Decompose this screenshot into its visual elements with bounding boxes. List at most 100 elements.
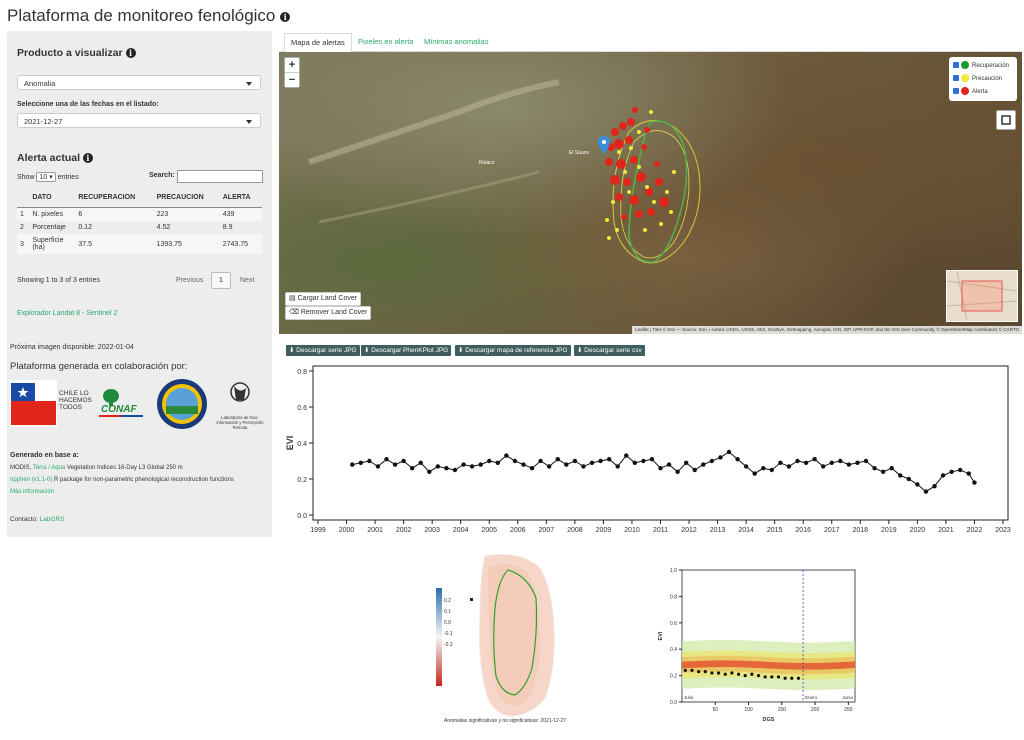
evi-data-point bbox=[872, 466, 877, 471]
observation-point bbox=[750, 672, 754, 676]
alert-heading-text: Alerta actual bbox=[17, 152, 81, 164]
legend-item-precaucion[interactable]: Precaución bbox=[953, 74, 1002, 84]
place-label: Rulaco bbox=[479, 160, 495, 166]
explorer-link[interactable]: Explorador Landat 8 - Sentinel 2 bbox=[17, 310, 118, 317]
product-select[interactable]: Anomalia bbox=[17, 75, 261, 90]
search-input[interactable] bbox=[177, 170, 263, 183]
chile-logo-text: CHILE LO HACEMOS TODOS bbox=[59, 390, 92, 411]
x-axis-label: DGS bbox=[763, 717, 775, 723]
table-header[interactable]: DATO bbox=[29, 187, 76, 208]
evi-data-point bbox=[812, 457, 817, 462]
npphen-link[interactable]: npphen (v1.1-0) bbox=[10, 477, 53, 483]
evi-data-point bbox=[358, 460, 364, 465]
checkbox-checked-icon[interactable] bbox=[953, 88, 959, 95]
observation-point bbox=[790, 676, 794, 680]
show-entries: Show 10 ▾ entries bbox=[17, 172, 79, 182]
evi-data-point bbox=[675, 469, 680, 474]
evi-data-point bbox=[889, 466, 894, 471]
colorbar-tick: 0.0 bbox=[444, 620, 451, 626]
map-legend: Recuperación Precaución Alerta bbox=[949, 57, 1017, 101]
y-axis-label: EVI bbox=[658, 631, 664, 640]
product-heading-text: Producto a visualizar bbox=[17, 47, 123, 59]
y-tick-label: 0.0 bbox=[297, 513, 307, 520]
remove-land-cover-label: Remover Land Cover bbox=[300, 309, 368, 316]
evi-data-point bbox=[726, 449, 732, 455]
previous-button[interactable]: Previous bbox=[176, 277, 204, 284]
alert-map[interactable]: El Sauce Rulaco + − Recuperación Precauc… bbox=[279, 52, 1022, 334]
download-icon: ⬇ bbox=[289, 347, 295, 354]
y-tick-label: 0.6 bbox=[297, 405, 307, 412]
anomaly-map: 0.2 0.1 0.0 -0.1 -0.2 Anomalias signific… bbox=[430, 548, 580, 726]
next-button[interactable]: Next bbox=[240, 277, 255, 284]
collab-heading: Plataforma generada en colaboración por: bbox=[10, 361, 188, 372]
contact-line: Contacto: LabGRS bbox=[10, 516, 65, 523]
info-icon[interactable]: i bbox=[280, 11, 291, 22]
npphen-suffix: R package for non-parametric phenologica… bbox=[52, 477, 234, 483]
download-label: Descargar PhenKPlot JPG bbox=[371, 347, 449, 354]
tab-pixeles-en-alerta[interactable]: Pixeles en alerta bbox=[358, 37, 414, 46]
evi-timeseries-chart: 0.0 0.2 0.4 0.6 0.8 1999 2000 2001 2002 2003 2004 2… bbox=[285, 365, 1011, 533]
evi-data-point bbox=[966, 471, 971, 476]
tab-minimas-anomalias[interactable]: Mínimas anomalias bbox=[424, 37, 489, 46]
checkbox-checked-icon[interactable] bbox=[953, 62, 959, 69]
observation-point bbox=[756, 674, 761, 678]
fullscreen-button[interactable] bbox=[996, 110, 1016, 130]
table-cell: Superficie (ha) bbox=[29, 234, 76, 254]
contact-label: Contacto: bbox=[10, 516, 40, 523]
modis-link[interactable]: Terra / Aqua bbox=[32, 465, 66, 471]
evi-data-point bbox=[529, 466, 535, 471]
table-row: 1 N. pixeles 6 223 439 bbox=[17, 207, 262, 221]
map-pin-icon[interactable] bbox=[598, 136, 610, 154]
evi-data-point bbox=[546, 464, 552, 469]
evi-data-point bbox=[709, 458, 715, 464]
download-serie-jpg-button[interactable]: ⬇ Descargar serie JPG bbox=[286, 345, 360, 356]
evi-data-point bbox=[701, 462, 706, 467]
table-header[interactable] bbox=[17, 187, 30, 208]
tab-mapa-de-alertas[interactable]: Mapa de alertas bbox=[284, 33, 352, 52]
evi-data-point bbox=[478, 462, 483, 467]
x-tick-label: 2010 bbox=[624, 527, 640, 533]
date-select-value: 2021-12-27 bbox=[24, 117, 63, 126]
zoom-out-button[interactable]: − bbox=[288, 74, 296, 86]
remove-land-cover-button[interactable]: ⌫ Remover Land Cover bbox=[285, 306, 372, 320]
checkbox-checked-icon[interactable] bbox=[953, 75, 959, 82]
evi-data-point bbox=[972, 480, 977, 485]
x-tick-label: 2016 bbox=[795, 527, 811, 533]
entries-select[interactable]: 10 ▾ bbox=[36, 172, 56, 182]
evi-data-point bbox=[803, 460, 809, 465]
contact-link[interactable]: LabGRS bbox=[39, 516, 65, 523]
zoom-in-button[interactable]: + bbox=[285, 58, 299, 73]
table-header[interactable]: RECUPERACION bbox=[75, 187, 154, 208]
observation-point bbox=[710, 671, 714, 675]
date-select[interactable]: 2021-12-27 bbox=[17, 113, 261, 128]
table-header[interactable]: PRECAUCION bbox=[153, 187, 220, 208]
page-button[interactable]: 1 bbox=[211, 272, 231, 289]
download-csv-button[interactable]: ⬇ Descargar serie csv bbox=[574, 345, 645, 356]
minimap[interactable] bbox=[946, 270, 1018, 322]
x-tick-label: 2021 bbox=[938, 527, 954, 533]
y-tick-label: 0.4 bbox=[670, 647, 677, 653]
table-header[interactable]: ALERTA bbox=[219, 187, 262, 208]
download-phenkplot-button[interactable]: ⬇ Descargar PhenKPlot JPG bbox=[361, 345, 452, 356]
evi-data-point bbox=[581, 464, 586, 469]
legend-label: Alerta bbox=[972, 89, 988, 95]
evi-data-point bbox=[820, 464, 826, 469]
download-mapa-button[interactable]: ⬇ Descargar mapa de referencia JPG bbox=[455, 345, 571, 356]
university-seal-graphic bbox=[157, 379, 207, 429]
caution-points bbox=[605, 110, 676, 240]
lab-logo: Laboratorio de Geo-información y Percepc… bbox=[216, 380, 264, 430]
evi-data-point bbox=[512, 458, 518, 464]
table-cell: Porcentaje bbox=[29, 221, 76, 234]
info-icon[interactable]: i bbox=[125, 48, 136, 59]
colorbar-ticks: 0.2 0.1 0.0 -0.1 -0.2 bbox=[444, 596, 453, 651]
chevron-down-icon bbox=[246, 82, 252, 86]
legend-item-alerta[interactable]: Alerta bbox=[953, 87, 988, 97]
x-tick-label: 2023 bbox=[995, 527, 1011, 533]
more-info-link[interactable]: Más información bbox=[10, 489, 55, 495]
load-land-cover-button[interactable]: ▤ Cargar Land Cover bbox=[285, 292, 362, 306]
legend-item-recuperacion[interactable]: Recuperación bbox=[953, 61, 1009, 71]
info-icon[interactable]: i bbox=[82, 153, 93, 164]
conaf-logo-text: CONAF bbox=[101, 404, 137, 415]
colorbar-tick: -0.1 bbox=[444, 631, 453, 637]
x-tick-label: 2018 bbox=[853, 527, 869, 533]
